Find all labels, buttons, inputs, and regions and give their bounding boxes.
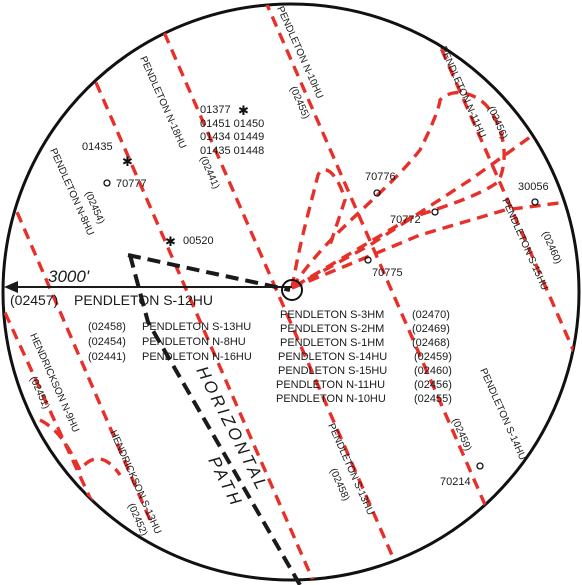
lateral-line — [263, 4, 522, 580]
svg-text:PENDLETON N-8HU: PENDLETON N-8HU — [142, 336, 246, 348]
svg-text:(02468): (02468) — [412, 337, 450, 349]
well-circle-icon — [373, 189, 381, 197]
well-label: 01435 — [82, 141, 113, 153]
svg-text:PENDLETON S-13HU: PENDLETON S-13HU — [142, 321, 251, 333]
svg-text:PENDLETON N-11HU: PENDLETON N-11HU — [276, 379, 385, 391]
lateral-line — [418, 4, 579, 371]
well-circle-icon — [531, 198, 539, 206]
well-circle-icon — [103, 179, 111, 187]
well-group: 01377 01451 01450 01434 01449 01435 0144… — [200, 103, 264, 157]
svg-text:01377: 01377 — [200, 104, 231, 116]
right-well-stack: PENDLETON S-3HM (02470) PENDLETON S-2HM … — [276, 309, 452, 405]
svg-text:PENDLETON S-14HU: PENDLETON S-14HU — [278, 351, 387, 363]
well-label: 70772 — [390, 214, 421, 226]
main-well-code: (02457) — [10, 292, 58, 308]
svg-text:PENDLETON S-2HM: PENDLETON S-2HM — [280, 323, 384, 335]
lateral-line — [148, 4, 407, 580]
main-well-name: PENDLETON S-12HU — [74, 292, 213, 308]
well-star-icon: ✱ — [122, 154, 133, 169]
svg-text:(02470): (02470) — [412, 309, 450, 321]
svg-text:PENDLETON N-10HU: PENDLETON N-10HU — [276, 393, 386, 405]
well-star-icon: ✱ — [238, 103, 249, 118]
svg-text:(02460): (02460) — [414, 365, 452, 377]
well-circle-icon — [431, 208, 439, 216]
scale-label: 3000' — [48, 267, 90, 286]
well-label: 70776 — [365, 171, 396, 183]
svg-text:(02441): (02441) — [88, 351, 126, 363]
lateral-curve — [291, 198, 579, 290]
svg-text:(02459): (02459) — [414, 351, 452, 363]
svg-text:(02458): (02458) — [88, 321, 126, 333]
well-label: 30056 — [518, 181, 549, 193]
svg-text:PENDLETON S-3HM: PENDLETON S-3HM — [280, 309, 384, 321]
well-circle-icon — [476, 462, 484, 470]
lateral-curve — [291, 128, 541, 290]
svg-text:(02455): (02455) — [414, 393, 452, 405]
svg-text:01435 01448: 01435 01448 — [200, 145, 264, 157]
svg-text:01434 01449: 01434 01449 — [200, 131, 264, 143]
svg-text:PENDLETON N-16HU: PENDLETON N-16HU — [142, 351, 252, 363]
left-well-stack: (02458) PENDLETON S-13HU (02454) PENDLET… — [88, 321, 252, 363]
horizontal-path — [127, 253, 302, 585]
lateral-curve — [290, 168, 347, 289]
svg-text:PENDLETON S-15HU: PENDLETON S-15HU — [278, 365, 387, 377]
svg-text:PENDLETON S-1HM: PENDLETON S-1HM — [280, 337, 384, 349]
well-pad — [281, 279, 303, 301]
lateral-curve — [39, 418, 122, 476]
lateral-line — [3, 79, 152, 521]
svg-text:(02469): (02469) — [412, 323, 450, 335]
lateral-line — [58, 4, 317, 580]
well-star-icon: ✱ — [165, 234, 176, 249]
well-label: 70775 — [372, 267, 403, 279]
scale-arrow — [4, 281, 292, 293]
svg-text:01451 01450: 01451 01450 — [200, 118, 264, 130]
well-markers: 01435 ✱ 70777 ✱ 00520 70776 70772 70775 … — [82, 141, 549, 488]
svg-text:(02454): (02454) — [88, 336, 126, 348]
well-label: 70777 — [116, 178, 147, 190]
svg-text:(02456): (02456) — [414, 379, 452, 391]
well-circle-icon — [364, 256, 372, 264]
well-label: 70214 — [440, 476, 471, 488]
well-label: 00520 — [183, 235, 214, 247]
